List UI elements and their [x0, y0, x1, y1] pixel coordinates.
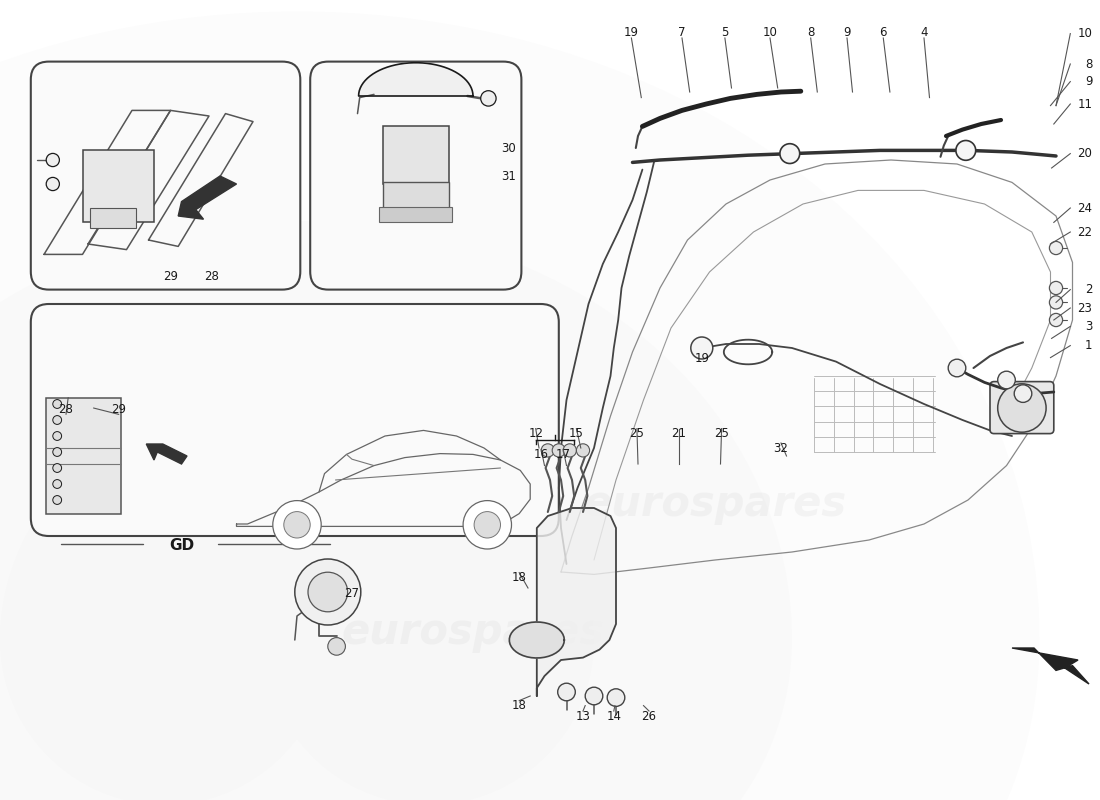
Text: 2: 2: [1085, 283, 1092, 296]
FancyBboxPatch shape: [310, 62, 521, 290]
Circle shape: [541, 444, 554, 457]
FancyBboxPatch shape: [46, 398, 121, 514]
FancyBboxPatch shape: [383, 126, 449, 184]
Circle shape: [998, 371, 1015, 389]
Text: 29: 29: [163, 270, 178, 282]
Text: 9: 9: [844, 26, 850, 38]
Text: 23: 23: [1077, 302, 1092, 314]
Circle shape: [558, 683, 575, 701]
Text: 19: 19: [624, 26, 639, 38]
Circle shape: [691, 337, 713, 359]
Circle shape: [474, 512, 500, 538]
Circle shape: [1049, 282, 1063, 294]
Text: 22: 22: [1077, 226, 1092, 238]
Circle shape: [53, 416, 62, 424]
Text: 21: 21: [671, 427, 686, 440]
Text: 17: 17: [556, 448, 571, 461]
Circle shape: [576, 444, 590, 457]
Text: 16: 16: [534, 448, 549, 461]
Text: eurospares: eurospares: [341, 611, 605, 653]
Text: 10: 10: [1077, 27, 1092, 40]
Polygon shape: [1012, 648, 1089, 684]
Circle shape: [563, 444, 576, 457]
Text: 28: 28: [204, 270, 219, 282]
Text: 25: 25: [714, 427, 729, 440]
Circle shape: [1049, 296, 1063, 309]
Circle shape: [607, 689, 625, 706]
Text: 6: 6: [880, 26, 887, 38]
Polygon shape: [509, 622, 564, 658]
Text: 32: 32: [773, 442, 789, 454]
Text: 24: 24: [1077, 202, 1092, 214]
Text: 12: 12: [528, 427, 543, 440]
Circle shape: [53, 431, 62, 440]
Text: 14: 14: [606, 710, 621, 722]
Text: eurospares: eurospares: [170, 347, 434, 389]
Polygon shape: [178, 176, 236, 219]
Text: 5: 5: [722, 26, 728, 38]
Circle shape: [1049, 242, 1063, 254]
Circle shape: [780, 144, 800, 163]
Text: 3: 3: [1085, 320, 1092, 333]
Circle shape: [1049, 314, 1063, 326]
Text: eurospares: eurospares: [583, 483, 847, 525]
FancyBboxPatch shape: [31, 62, 300, 290]
Text: GD: GD: [169, 538, 194, 553]
Circle shape: [46, 154, 59, 166]
Text: 29: 29: [111, 403, 126, 416]
Circle shape: [53, 495, 62, 504]
Text: 10: 10: [762, 26, 778, 38]
Text: 15: 15: [569, 427, 584, 440]
Circle shape: [998, 384, 1046, 432]
Circle shape: [463, 501, 512, 549]
Text: 8: 8: [1085, 58, 1092, 70]
Text: 4: 4: [921, 26, 927, 38]
Circle shape: [481, 90, 496, 106]
Circle shape: [284, 512, 310, 538]
Text: 1: 1: [1085, 339, 1092, 352]
Text: 13: 13: [575, 710, 591, 722]
Text: 11: 11: [1077, 98, 1092, 110]
FancyBboxPatch shape: [90, 208, 136, 228]
Polygon shape: [359, 62, 473, 96]
Text: 30: 30: [502, 142, 516, 155]
Text: 18: 18: [512, 571, 527, 584]
FancyBboxPatch shape: [379, 207, 452, 222]
Text: 19: 19: [694, 352, 710, 365]
Text: 7: 7: [679, 26, 685, 38]
Circle shape: [53, 480, 62, 488]
FancyBboxPatch shape: [383, 182, 449, 208]
Polygon shape: [537, 508, 616, 696]
Circle shape: [585, 687, 603, 705]
Circle shape: [53, 448, 62, 456]
Circle shape: [552, 444, 565, 457]
Text: 25: 25: [629, 427, 645, 440]
Text: 20: 20: [1077, 147, 1092, 160]
Circle shape: [295, 559, 361, 625]
FancyBboxPatch shape: [990, 382, 1054, 434]
Circle shape: [53, 464, 62, 472]
Text: 28: 28: [58, 403, 74, 416]
Circle shape: [273, 501, 321, 549]
Circle shape: [1014, 385, 1032, 402]
Text: 31: 31: [502, 170, 517, 183]
Text: 18: 18: [512, 699, 527, 712]
Text: 8: 8: [807, 26, 814, 38]
Text: 9: 9: [1085, 75, 1092, 88]
Circle shape: [948, 359, 966, 377]
Text: 26: 26: [641, 710, 657, 722]
FancyBboxPatch shape: [31, 304, 559, 536]
Circle shape: [46, 178, 59, 190]
Circle shape: [308, 572, 348, 612]
Polygon shape: [146, 444, 187, 464]
Circle shape: [53, 399, 62, 408]
Text: 27: 27: [344, 587, 360, 600]
Circle shape: [328, 638, 345, 655]
FancyBboxPatch shape: [82, 150, 154, 222]
Circle shape: [956, 141, 976, 160]
